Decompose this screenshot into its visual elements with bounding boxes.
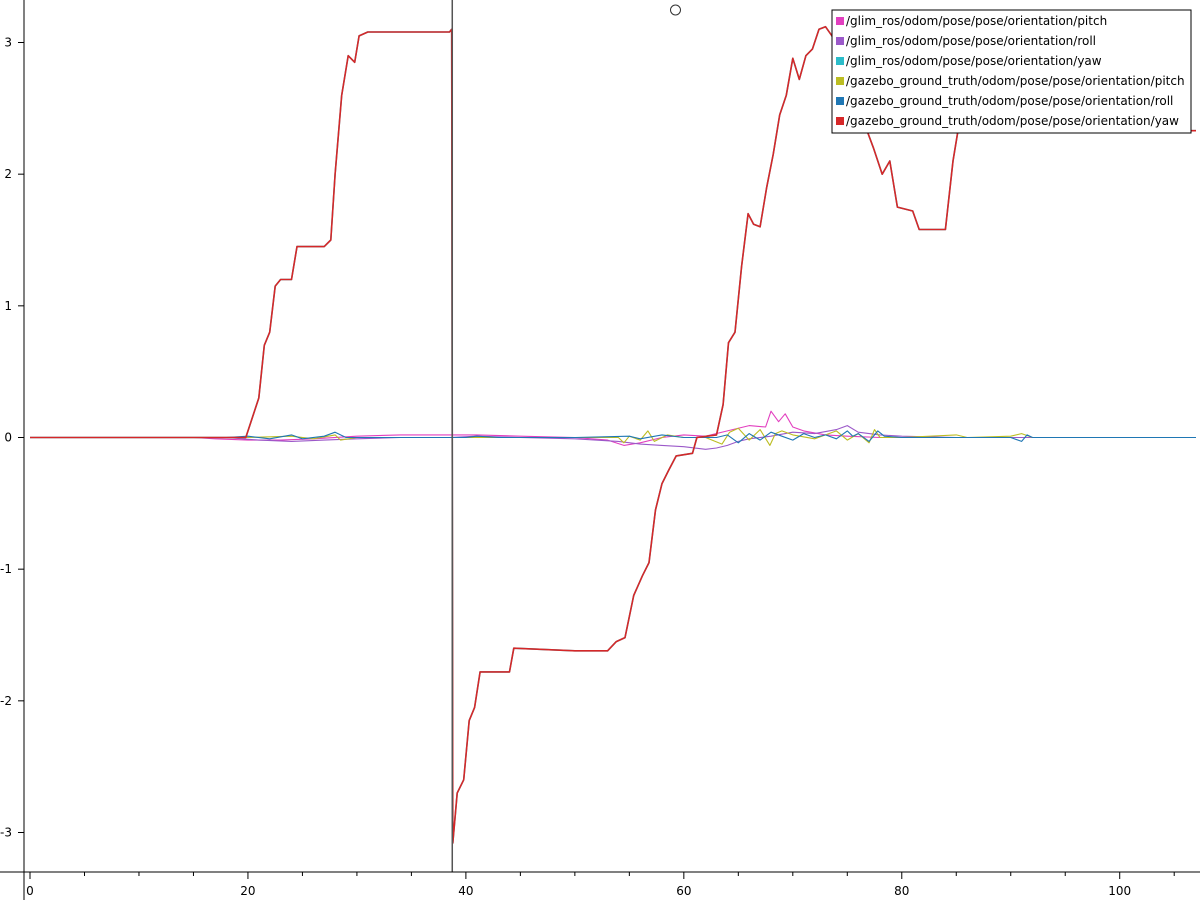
legend-box: [831, 9, 1192, 134]
y-tick-label: 0: [4, 431, 12, 445]
legend-swatch: [836, 97, 844, 105]
legend-swatch: [836, 17, 844, 25]
legend-label: /gazebo_ground_truth/odom/pose/pose/orie…: [846, 74, 1185, 88]
legend: /glim_ros/odom/pose/pose/orientation/pit…: [831, 9, 1192, 134]
legend-swatch: [836, 37, 844, 45]
x-tick-label: 80: [894, 884, 909, 898]
legend-label: /glim_ros/odom/pose/pose/orientation/pit…: [846, 14, 1107, 28]
y-tick-label: 2: [4, 167, 12, 181]
legend-swatch: [836, 57, 844, 65]
y-tick-label: 3: [4, 36, 12, 50]
legend-swatch: [836, 77, 844, 85]
y-tick-label: 1: [4, 299, 12, 313]
legend-swatch: [836, 117, 844, 125]
x-tick-label: 0: [26, 884, 34, 898]
legend-label: /glim_ros/odom/pose/pose/orientation/yaw: [846, 54, 1102, 68]
series-line-2: [30, 25, 1196, 844]
cursor-circle-icon: [670, 4, 681, 16]
series-line-5: [30, 25, 1196, 844]
x-tick-label: 100: [1108, 884, 1131, 898]
series-line-1: [30, 425, 1196, 450]
x-tick-label: 60: [676, 884, 691, 898]
y-tick-label: -3: [0, 826, 12, 840]
series-line-4: [30, 430, 1196, 444]
x-tick-label: 40: [458, 884, 473, 898]
legend-label: /gazebo_ground_truth/odom/pose/pose/orie…: [846, 94, 1173, 108]
legend-label: /glim_ros/odom/pose/pose/orientation/rol…: [846, 34, 1096, 48]
series-group: [30, 25, 1196, 844]
y-tick-label: -2: [0, 694, 12, 708]
x-tick-label: 20: [240, 884, 255, 898]
series-line-0: [30, 410, 1196, 446]
legend-label: /gazebo_ground_truth/odom/pose/pose/orie…: [846, 114, 1179, 128]
y-tick-label: -1: [0, 562, 12, 576]
